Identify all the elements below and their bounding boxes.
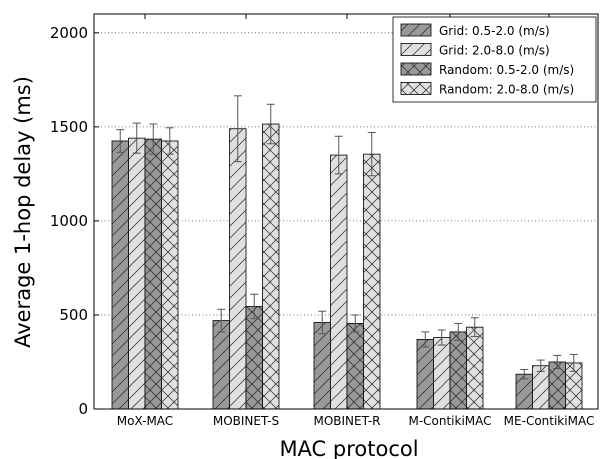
bar-hatch (128, 138, 145, 409)
y-tick-label: 0 (78, 400, 88, 418)
bar-hatch (246, 306, 263, 409)
axes: 0 500 1000 1500 2000 MoX-MAC MOBINET-S MOBINET-… (50, 13, 599, 428)
legend-swatch-hatch (401, 82, 431, 95)
bar-hatch (347, 323, 364, 409)
bar-hatch (450, 331, 467, 409)
legend-label: Grid: 2.0-8.0 (m/s) (439, 44, 550, 58)
legend-label: Random: 2.0-8.0 (m/s) (439, 83, 574, 97)
bar-hatch (161, 140, 178, 409)
bar-hatch (112, 140, 129, 409)
bar-hatch (314, 322, 331, 409)
bar-hatch (229, 128, 246, 409)
y-axis-title: Average 1-hop delay (ms) (11, 76, 35, 348)
bar-hatch (417, 339, 434, 409)
bars (111, 95, 583, 410)
bar-hatch (516, 374, 533, 409)
x-tick-label: M-ContikiMAC (408, 414, 491, 428)
bar-hatch (330, 155, 347, 409)
legend-swatch-hatch (401, 24, 431, 36)
bar-hatch (565, 362, 582, 409)
bar-hatch (262, 124, 279, 410)
y-tick-label: 1500 (50, 118, 88, 136)
bar-hatch (145, 139, 162, 410)
legend-swatch-hatch (401, 63, 431, 75)
bar-hatch (466, 327, 483, 409)
bar-hatch (433, 337, 450, 409)
plot-frame (93, 13, 599, 410)
y-tick-label: 500 (59, 306, 88, 324)
bar-hatch (213, 320, 230, 409)
legend-swatch-hatch (401, 43, 431, 56)
y-tick-label: 2000 (50, 24, 88, 42)
x-tick-label: ME-ContikiMAC (504, 414, 595, 428)
x-tick-label: MoX-MAC (117, 414, 173, 428)
legend: Grid: 0.5-2.0 (m/s) Grid: 2.0-8.0 (m/s) Ra… (392, 16, 597, 103)
legend-label: Grid: 0.5-2.0 (m/s) (439, 24, 550, 38)
x-tick-label: MOBINET-R (313, 414, 380, 428)
y-tick-label: 1000 (50, 212, 88, 230)
bar-hatch (549, 361, 566, 409)
bar-hatch (532, 365, 549, 409)
bar-hatch (363, 154, 380, 409)
x-axis-title: MAC protocol (279, 437, 418, 459)
x-tick-label: MOBINET-S (213, 414, 279, 428)
legend-label: Random: 0.5-2.0 (m/s) (439, 63, 574, 77)
